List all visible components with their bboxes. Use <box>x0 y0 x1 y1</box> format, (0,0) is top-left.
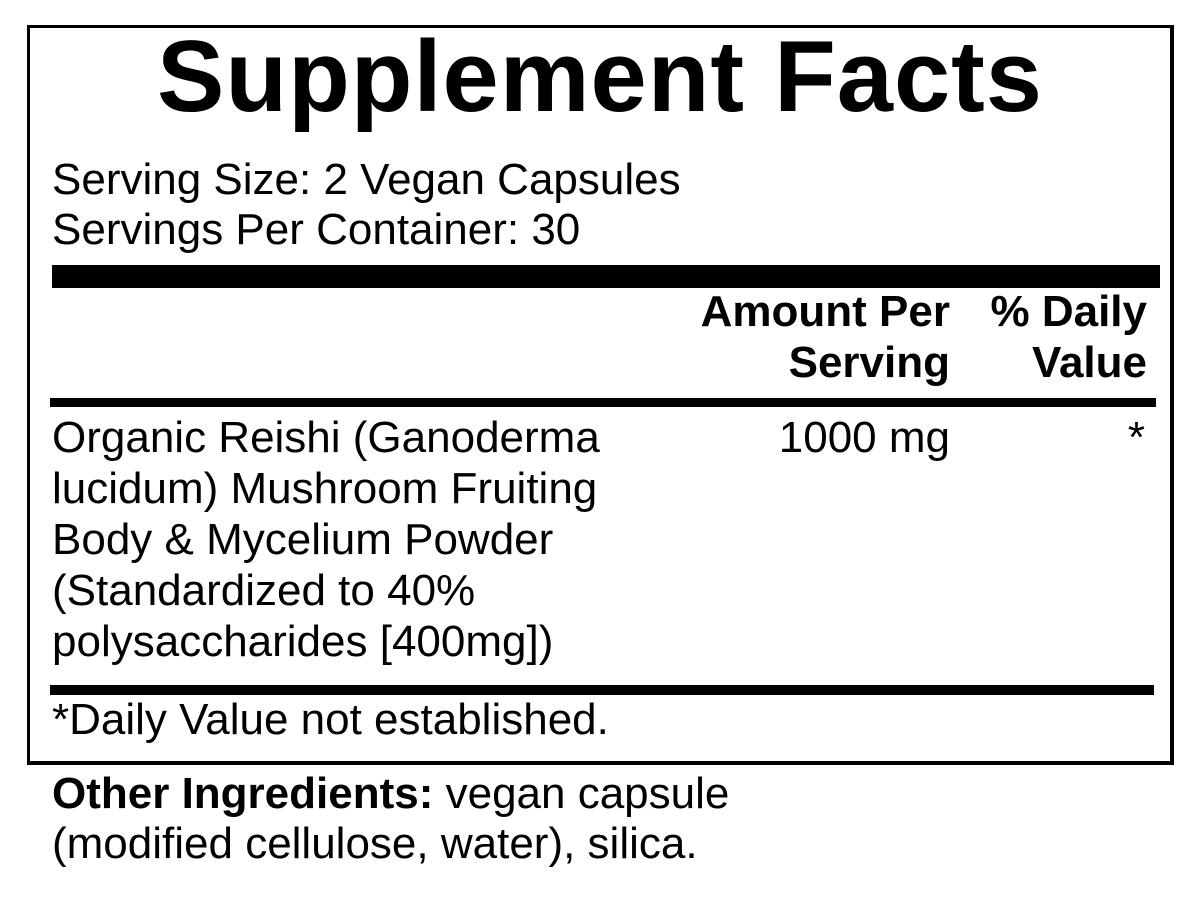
supplement-facts-panel <box>27 25 1174 765</box>
ingredient-name-line: Body & Mycelium Powder <box>52 515 554 564</box>
other-ingredients-text: vegan capsule <box>433 769 730 818</box>
ingredient-name-line: polysaccharides [400mg]) <box>52 617 554 666</box>
dv-header-line1: % Daily <box>990 287 1147 336</box>
ingredient-name-line: lucidum) Mushroom Fruiting <box>52 464 598 513</box>
amount-header-line2: Serving <box>788 338 950 387</box>
ingredient-daily-value: * <box>1127 413 1145 462</box>
amount-header-line1: Amount Per <box>700 287 950 336</box>
panel-title: Supplement Facts <box>157 21 1043 133</box>
dv-header-line2: Value <box>1032 338 1147 387</box>
ingredient-name-line: (Standardized to 40% <box>52 566 476 615</box>
other-ingredients-label: Other Ingredients: <box>52 769 434 818</box>
ingredient-name-line: Organic Reishi (Ganoderma <box>52 413 600 462</box>
servings-per-container: Servings Per Container: 30 <box>52 205 581 254</box>
serving-size: Serving Size: 2 Vegan Capsules <box>52 155 681 204</box>
other-ingredients-line1: Other Ingredients: vegan capsule <box>52 772 729 816</box>
header-divider <box>50 398 1156 407</box>
thick-divider <box>52 265 1160 288</box>
footnote: *Daily Value not established. <box>52 695 609 744</box>
other-ingredients-line2: (modified cellulose, water), silica. <box>52 819 698 868</box>
ingredient-amount: 1000 mg <box>778 413 950 462</box>
footer-divider <box>50 685 1154 695</box>
